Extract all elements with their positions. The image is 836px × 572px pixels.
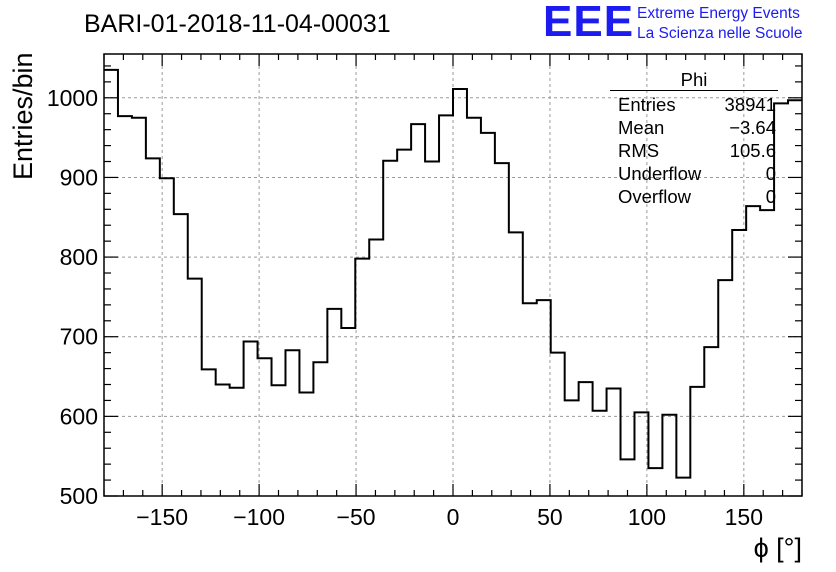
stats-value: 0: [765, 163, 776, 184]
logo-caption: Extreme Energy Events La Scienza nelle S…: [637, 4, 802, 44]
y-tick-label: 500: [60, 483, 98, 509]
stats-row-underflow: Underflow 0: [610, 162, 778, 185]
stats-label: Underflow: [618, 163, 702, 184]
x-tick-label: −100: [233, 504, 285, 530]
y-tick-label: 600: [60, 403, 98, 429]
x-tick-label: 0: [447, 504, 460, 530]
logo-line-2: La Scienza nelle Scuole: [637, 25, 803, 42]
x-tick-label: −50: [337, 504, 376, 530]
stats-row-rms: RMS 105.6: [610, 139, 778, 162]
y-axis-label: Entries/bin: [8, 52, 38, 180]
tick-labels: −150 −100 −50 0 50 100 150 500 600 700 800 900 1000: [47, 85, 763, 530]
stats-label: Overflow: [618, 186, 691, 207]
y-tick-label: 900: [60, 164, 98, 190]
y-tick-label: 800: [60, 244, 98, 270]
stats-value: 38941: [724, 94, 776, 115]
x-axis-label: ϕ [°]: [753, 533, 802, 563]
stats-label: Entries: [618, 94, 676, 115]
stats-value: −3.64: [729, 117, 776, 138]
stats-row-mean: Mean −3.64: [610, 116, 778, 139]
stats-row-entries: Entries 38941: [610, 93, 778, 116]
eee-logo: EEE: [543, 0, 635, 46]
x-tick-label: 150: [725, 504, 763, 530]
histogram-line: [104, 68, 802, 479]
stats-value: 0: [765, 186, 776, 207]
stats-box: Phi Entries 38941 Mean −3.64 RMS 105.6 U…: [610, 70, 778, 208]
stats-title: Phi: [610, 70, 778, 91]
chart-title: BARI-01-2018-11-04-00031: [84, 10, 391, 38]
y-tick-label: 700: [60, 324, 98, 350]
logo-line-1: Extreme Energy Events: [637, 5, 800, 22]
y-tick-label: 1000: [47, 85, 98, 111]
stats-label: Mean: [618, 117, 665, 138]
x-tick-label: 100: [628, 504, 666, 530]
stats-label: RMS: [618, 140, 660, 161]
x-tick-label: 50: [537, 504, 563, 530]
plot-frame: [103, 53, 803, 497]
stats-row-overflow: Overflow 0: [610, 185, 778, 208]
x-tick-label: −150: [136, 504, 188, 530]
stats-value: 105.6: [729, 140, 776, 161]
